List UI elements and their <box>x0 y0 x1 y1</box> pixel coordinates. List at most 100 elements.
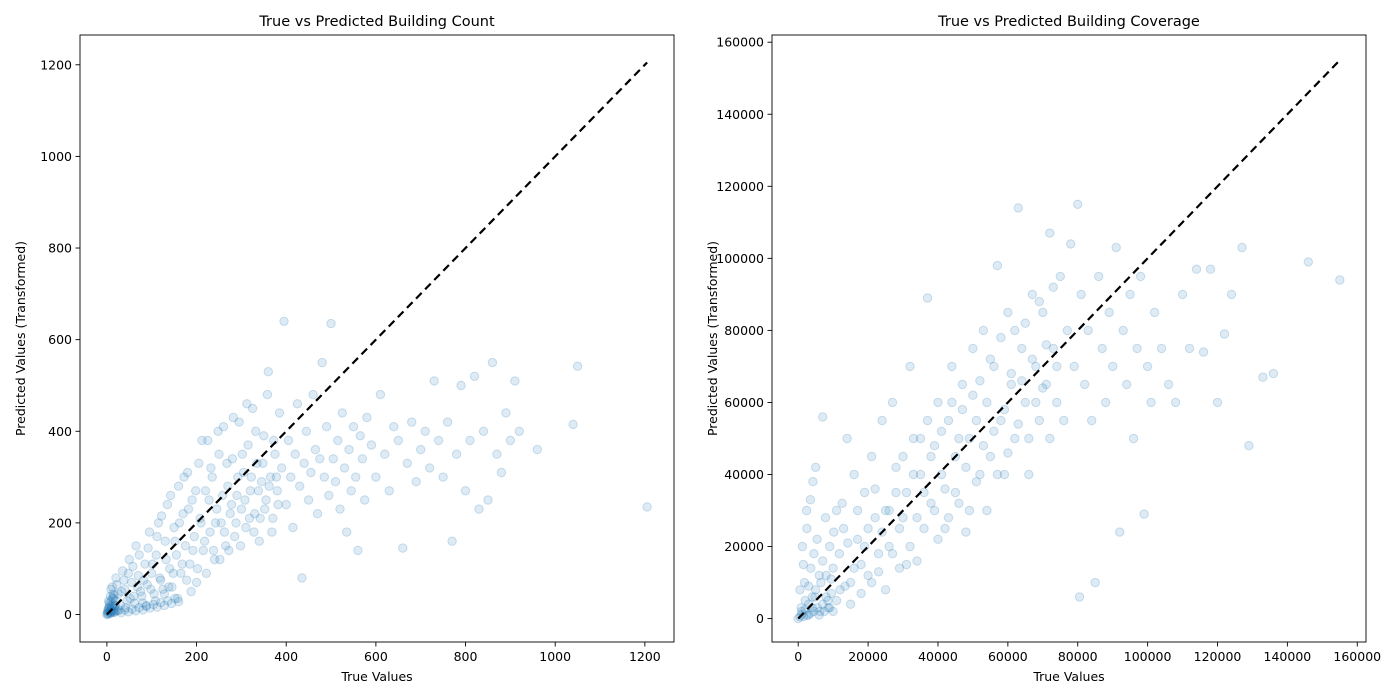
data-point <box>809 549 819 559</box>
data-point <box>360 495 370 505</box>
data-point <box>222 458 232 468</box>
data-point <box>138 598 148 608</box>
data-point <box>310 444 321 455</box>
x-tick-label: 600 <box>364 649 388 664</box>
data-point <box>198 545 209 556</box>
data-point <box>337 408 347 418</box>
data-point <box>859 487 870 498</box>
data-point <box>159 589 170 599</box>
data-point <box>982 505 992 516</box>
scatter-panel-building-coverage: 0 20000 40000 60000 80000 100000 120000 140000 1… <box>705 14 1381 684</box>
data-point <box>852 534 863 544</box>
data-point <box>173 597 184 607</box>
y-tick-label: 600 <box>48 332 72 347</box>
data-point <box>1013 419 1023 429</box>
data-point <box>1059 415 1069 426</box>
data-point <box>451 449 462 459</box>
data-point <box>908 433 919 444</box>
data-point <box>514 426 524 436</box>
data-point <box>123 568 134 578</box>
data-point <box>346 486 356 496</box>
data-point <box>1083 325 1093 336</box>
data-point <box>505 435 516 446</box>
y-tick-label: 0 <box>756 611 764 626</box>
data-point <box>915 469 926 480</box>
data-point <box>818 556 828 566</box>
data-point <box>288 522 298 533</box>
data-point <box>812 534 822 544</box>
data-point <box>975 376 985 386</box>
data-point <box>1219 329 1230 339</box>
data-point <box>1010 433 1020 444</box>
data-point <box>215 554 225 565</box>
data-point <box>225 509 235 519</box>
data-point <box>1017 376 1027 386</box>
data-point <box>798 559 809 570</box>
data-point <box>182 467 193 478</box>
data-point <box>805 608 816 618</box>
data-point <box>170 593 180 604</box>
data-point <box>1027 289 1038 300</box>
data-point <box>1135 271 1146 282</box>
x-tick-label: 100000 <box>1124 649 1172 664</box>
data-point <box>922 293 933 303</box>
data-point <box>265 472 276 482</box>
point-group <box>793 199 1345 624</box>
x-tick-label: 800 <box>454 649 478 664</box>
data-point <box>251 426 261 436</box>
data-point <box>837 498 847 508</box>
data-point <box>407 417 417 427</box>
data-point <box>996 332 1006 343</box>
data-point <box>849 469 859 480</box>
data-point <box>114 605 124 615</box>
data-point <box>1139 509 1149 519</box>
data-point <box>926 498 936 508</box>
data-point <box>328 454 338 464</box>
data-point <box>249 527 259 537</box>
data-point <box>1048 282 1059 292</box>
data-point <box>173 481 184 491</box>
data-point <box>915 433 926 444</box>
plot-frame <box>771 34 1367 643</box>
data-point <box>1226 289 1237 300</box>
data-point <box>1268 368 1279 379</box>
data-point <box>254 536 264 546</box>
data-point <box>840 581 850 591</box>
data-point <box>912 513 922 523</box>
y-tick-label: 1200 <box>40 57 72 72</box>
data-point <box>642 502 652 512</box>
data-point <box>880 505 891 516</box>
data-point <box>204 495 214 505</box>
data-point <box>153 518 164 528</box>
data-point <box>117 586 127 597</box>
data-point <box>1031 397 1041 408</box>
data-point <box>216 518 226 528</box>
data-point <box>919 523 929 534</box>
data-point <box>1020 318 1031 328</box>
data-point <box>197 435 207 446</box>
data-point <box>166 598 177 609</box>
data-point <box>1111 242 1121 253</box>
data-point <box>173 593 183 604</box>
data-point <box>1205 264 1216 274</box>
data-point <box>572 361 583 371</box>
data-point <box>210 518 221 528</box>
data-point <box>820 513 831 523</box>
data-point <box>290 449 300 459</box>
data-point <box>125 593 135 604</box>
data-point <box>433 435 444 446</box>
data-point <box>252 458 262 468</box>
data-point <box>856 559 866 570</box>
data-point <box>863 570 873 581</box>
data-point <box>130 598 140 608</box>
y-tick-label: 60000 <box>724 395 764 410</box>
data-point <box>438 472 448 482</box>
data-point <box>870 484 880 494</box>
data-point <box>389 422 399 432</box>
data-point <box>272 486 282 496</box>
data-point <box>134 550 144 560</box>
y-tick-label: 100000 <box>716 251 764 266</box>
data-point <box>1303 257 1314 267</box>
data-point <box>194 458 204 468</box>
data-point <box>148 599 159 610</box>
